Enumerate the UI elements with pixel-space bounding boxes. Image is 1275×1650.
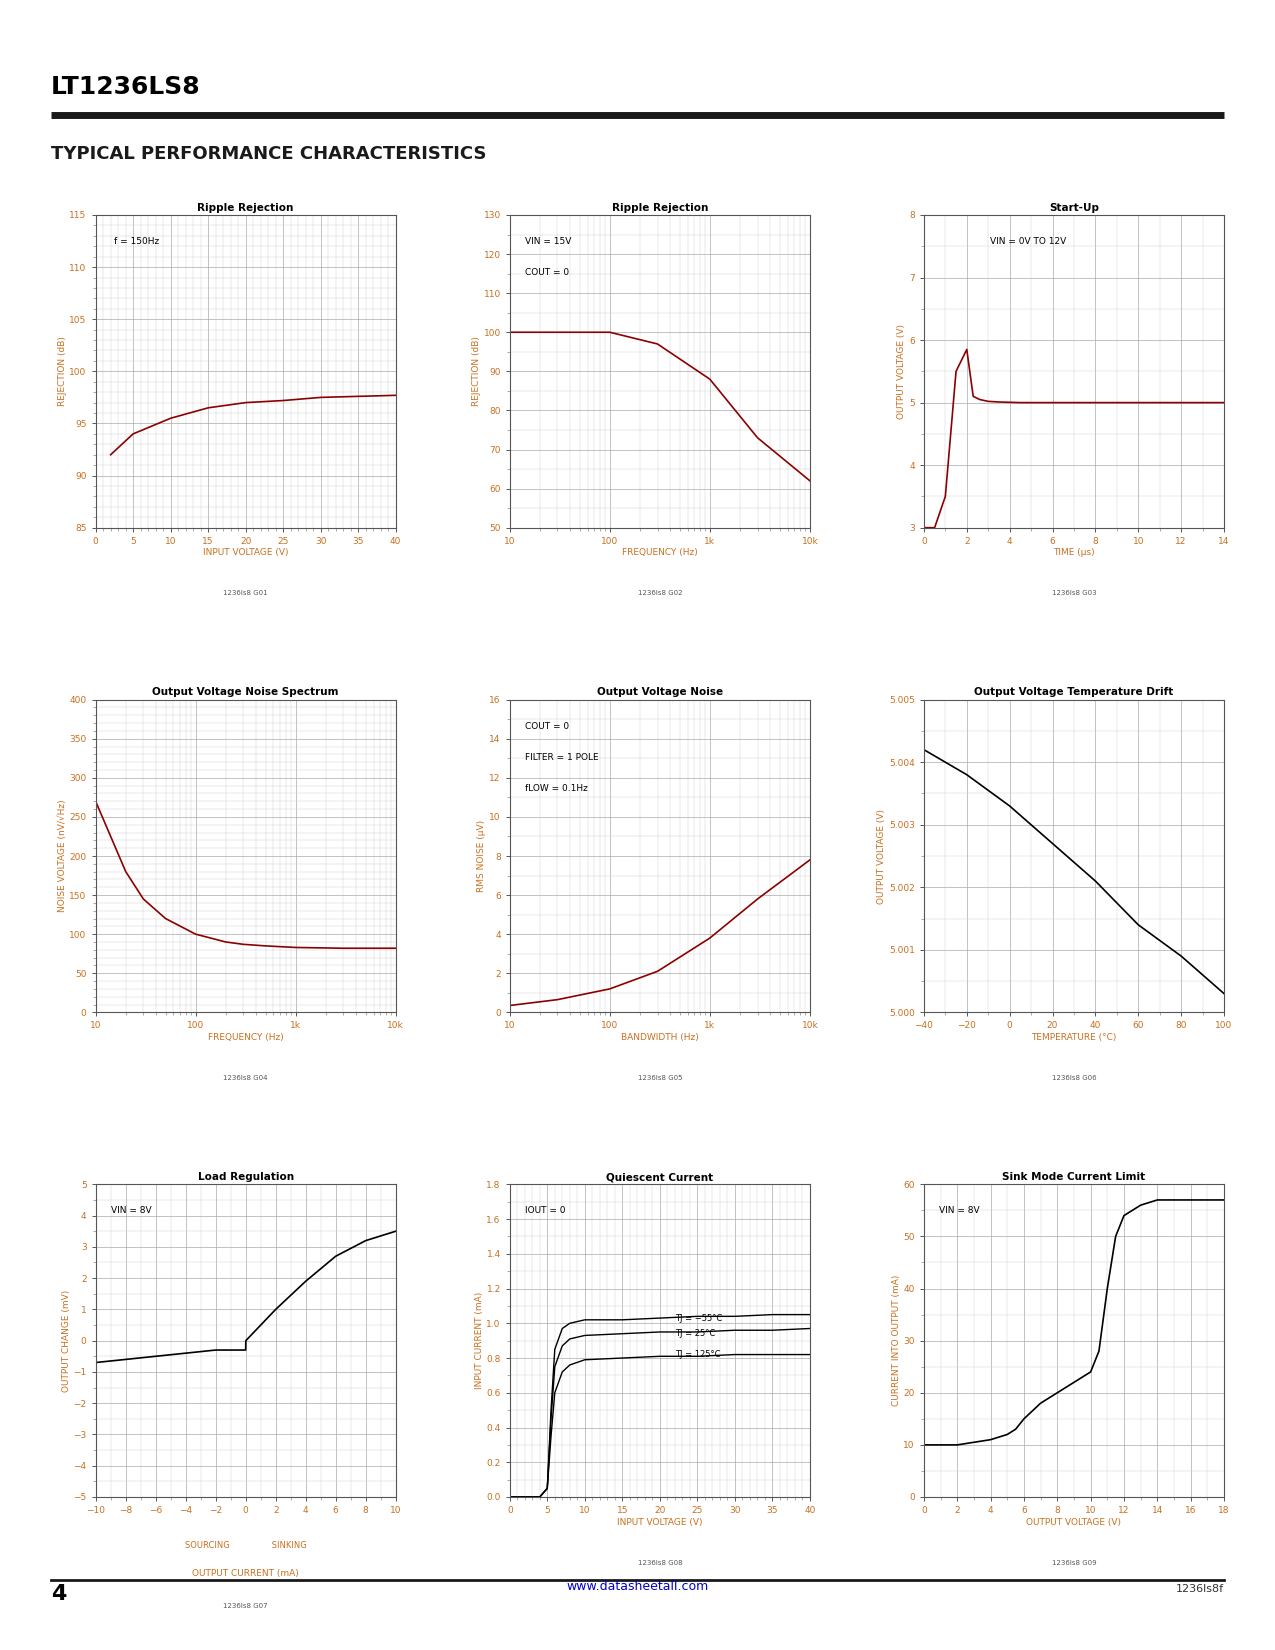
Text: TYPICAL PERFORMANCE CHARACTERISTICS: TYPICAL PERFORMANCE CHARACTERISTICS (51, 145, 487, 163)
Text: 1236ls8 G01: 1236ls8 G01 (223, 591, 268, 596)
Y-axis label: NOISE VOLTAGE (nV/√Hz): NOISE VOLTAGE (nV/√Hz) (57, 800, 66, 912)
Text: TJ = −55°C: TJ = −55°C (674, 1313, 722, 1323)
Text: 1236ls8 G05: 1236ls8 G05 (638, 1074, 682, 1081)
Text: VIN = 8V: VIN = 8V (938, 1206, 979, 1214)
X-axis label: BANDWIDTH (Hz): BANDWIDTH (Hz) (621, 1033, 699, 1043)
Y-axis label: OUTPUT VOLTAGE (V): OUTPUT VOLTAGE (V) (877, 808, 886, 904)
Title: Output Voltage Noise: Output Voltage Noise (597, 688, 723, 698)
X-axis label: INPUT VOLTAGE (V): INPUT VOLTAGE (V) (203, 548, 288, 558)
Text: 1236ls8 G04: 1236ls8 G04 (223, 1074, 268, 1081)
Y-axis label: INPUT CURRENT (mA): INPUT CURRENT (mA) (474, 1292, 483, 1389)
Text: 1236ls8f: 1236ls8f (1176, 1584, 1224, 1594)
Text: VIN = 15V: VIN = 15V (525, 238, 571, 246)
X-axis label: OUTPUT VOLTAGE (V): OUTPUT VOLTAGE (V) (1026, 1518, 1122, 1526)
Title: Output Voltage Temperature Drift: Output Voltage Temperature Drift (974, 688, 1173, 698)
Text: 1236ls8 G09: 1236ls8 G09 (1052, 1559, 1096, 1566)
Title: Quiescent Current: Quiescent Current (606, 1172, 714, 1181)
Y-axis label: CURRENT INTO OUTPUT (mA): CURRENT INTO OUTPUT (mA) (891, 1275, 900, 1406)
Text: 1236ls8 G03: 1236ls8 G03 (1052, 591, 1096, 596)
Y-axis label: OUTPUT CHANGE (mV): OUTPUT CHANGE (mV) (61, 1290, 70, 1393)
Text: VIN = 8V: VIN = 8V (111, 1206, 152, 1214)
Text: VIN = 0V TO 12V: VIN = 0V TO 12V (989, 238, 1066, 246)
Text: IOUT = 0: IOUT = 0 (525, 1206, 565, 1214)
Y-axis label: RMS NOISE (μV): RMS NOISE (μV) (477, 820, 487, 893)
Title: Output Voltage Noise Spectrum: Output Voltage Noise Spectrum (153, 688, 339, 698)
Text: www.datasheetall.com: www.datasheetall.com (566, 1581, 709, 1594)
X-axis label: TIME (μs): TIME (μs) (1053, 548, 1095, 558)
Text: TJ = 125°C: TJ = 125°C (674, 1350, 720, 1360)
Y-axis label: OUTPUT VOLTAGE (V): OUTPUT VOLTAGE (V) (898, 323, 907, 419)
Text: FILTER = 1 POLE: FILTER = 1 POLE (525, 752, 598, 762)
Title: Ripple Rejection: Ripple Rejection (198, 203, 293, 213)
X-axis label: INPUT VOLTAGE (V): INPUT VOLTAGE (V) (617, 1518, 703, 1526)
Text: COUT = 0: COUT = 0 (525, 269, 569, 277)
Y-axis label: REJECTION (dB): REJECTION (dB) (472, 337, 481, 406)
X-axis label: FREQUENCY (Hz): FREQUENCY (Hz) (622, 548, 697, 558)
Text: 1236ls8 G02: 1236ls8 G02 (638, 591, 682, 596)
Text: 1236ls8 G07: 1236ls8 G07 (223, 1604, 268, 1609)
Title: Load Regulation: Load Regulation (198, 1172, 293, 1181)
Text: TJ = 25°C: TJ = 25°C (674, 1330, 715, 1338)
X-axis label: FREQUENCY (Hz): FREQUENCY (Hz) (208, 1033, 283, 1043)
Title: Sink Mode Current Limit: Sink Mode Current Limit (1002, 1172, 1145, 1181)
Text: 1236ls8 G08: 1236ls8 G08 (638, 1559, 682, 1566)
Text: LT1236LS8: LT1236LS8 (51, 74, 200, 99)
Text: OUTPUT CURRENT (mA): OUTPUT CURRENT (mA) (193, 1569, 300, 1577)
Text: COUT = 0: COUT = 0 (525, 721, 569, 731)
Text: fLOW = 0.1Hz: fLOW = 0.1Hz (525, 784, 588, 794)
X-axis label: TEMPERATURE (°C): TEMPERATURE (°C) (1031, 1033, 1117, 1043)
Y-axis label: REJECTION (dB): REJECTION (dB) (57, 337, 66, 406)
Text: f = 150Hz: f = 150Hz (113, 238, 159, 246)
Title: Start-Up: Start-Up (1049, 203, 1099, 213)
Text: 4: 4 (51, 1584, 66, 1604)
Title: Ripple Rejection: Ripple Rejection (612, 203, 708, 213)
Text: SOURCING                SINKING: SOURCING SINKING (185, 1541, 306, 1549)
Text: 1236ls8 G06: 1236ls8 G06 (1052, 1074, 1096, 1081)
